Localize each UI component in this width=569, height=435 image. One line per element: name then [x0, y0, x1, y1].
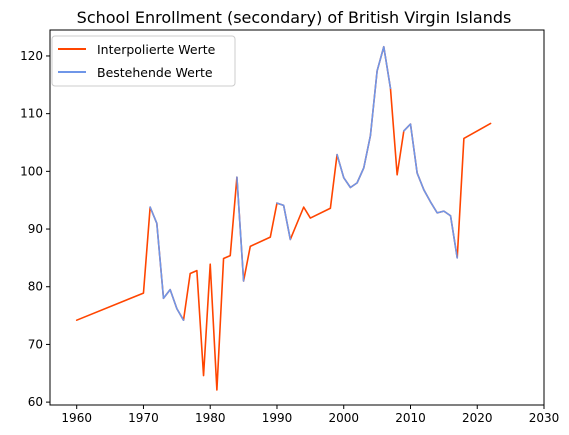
series-line-existing: [149, 206, 185, 321]
y-tick-label: 120: [20, 49, 43, 63]
y-tick-label: 100: [20, 164, 43, 178]
legend: Interpolierte Werte Bestehende Werte: [51, 35, 236, 87]
x-axis: 1960 1970 1980 1990 2000 2010 2020 2030: [61, 405, 559, 425]
y-tick-label: 110: [20, 107, 43, 121]
series-line-existing: [276, 202, 292, 241]
x-tick-label: 1970: [128, 411, 159, 425]
series-line-existing: [236, 176, 245, 282]
series-line-existing: [403, 123, 459, 259]
chart-title: School Enrollment (secondary) of British…: [77, 8, 512, 27]
x-tick-label: 2020: [462, 411, 493, 425]
y-tick-label: 90: [28, 222, 43, 236]
legend-label-existing: Bestehende Werte: [97, 65, 213, 80]
y-axis: 60 70 80 90 100 110 120: [20, 49, 50, 409]
x-tick-label: 2010: [395, 411, 426, 425]
series-line-existing: [336, 45, 392, 189]
series-layer: [75, 45, 492, 391]
x-tick-label: 1960: [61, 411, 92, 425]
y-tick-label: 80: [28, 280, 43, 294]
y-tick-label: 60: [28, 395, 43, 409]
x-tick-label: 2030: [529, 411, 560, 425]
x-tick-label: 1990: [262, 411, 293, 425]
legend-label-interpolated: Interpolierte Werte: [97, 42, 216, 57]
plot-frame: [49, 29, 545, 406]
y-tick-label: 70: [28, 337, 43, 351]
x-tick-label: 2000: [328, 411, 359, 425]
legend-box: [51, 35, 236, 87]
x-tick-label: 1980: [195, 411, 226, 425]
